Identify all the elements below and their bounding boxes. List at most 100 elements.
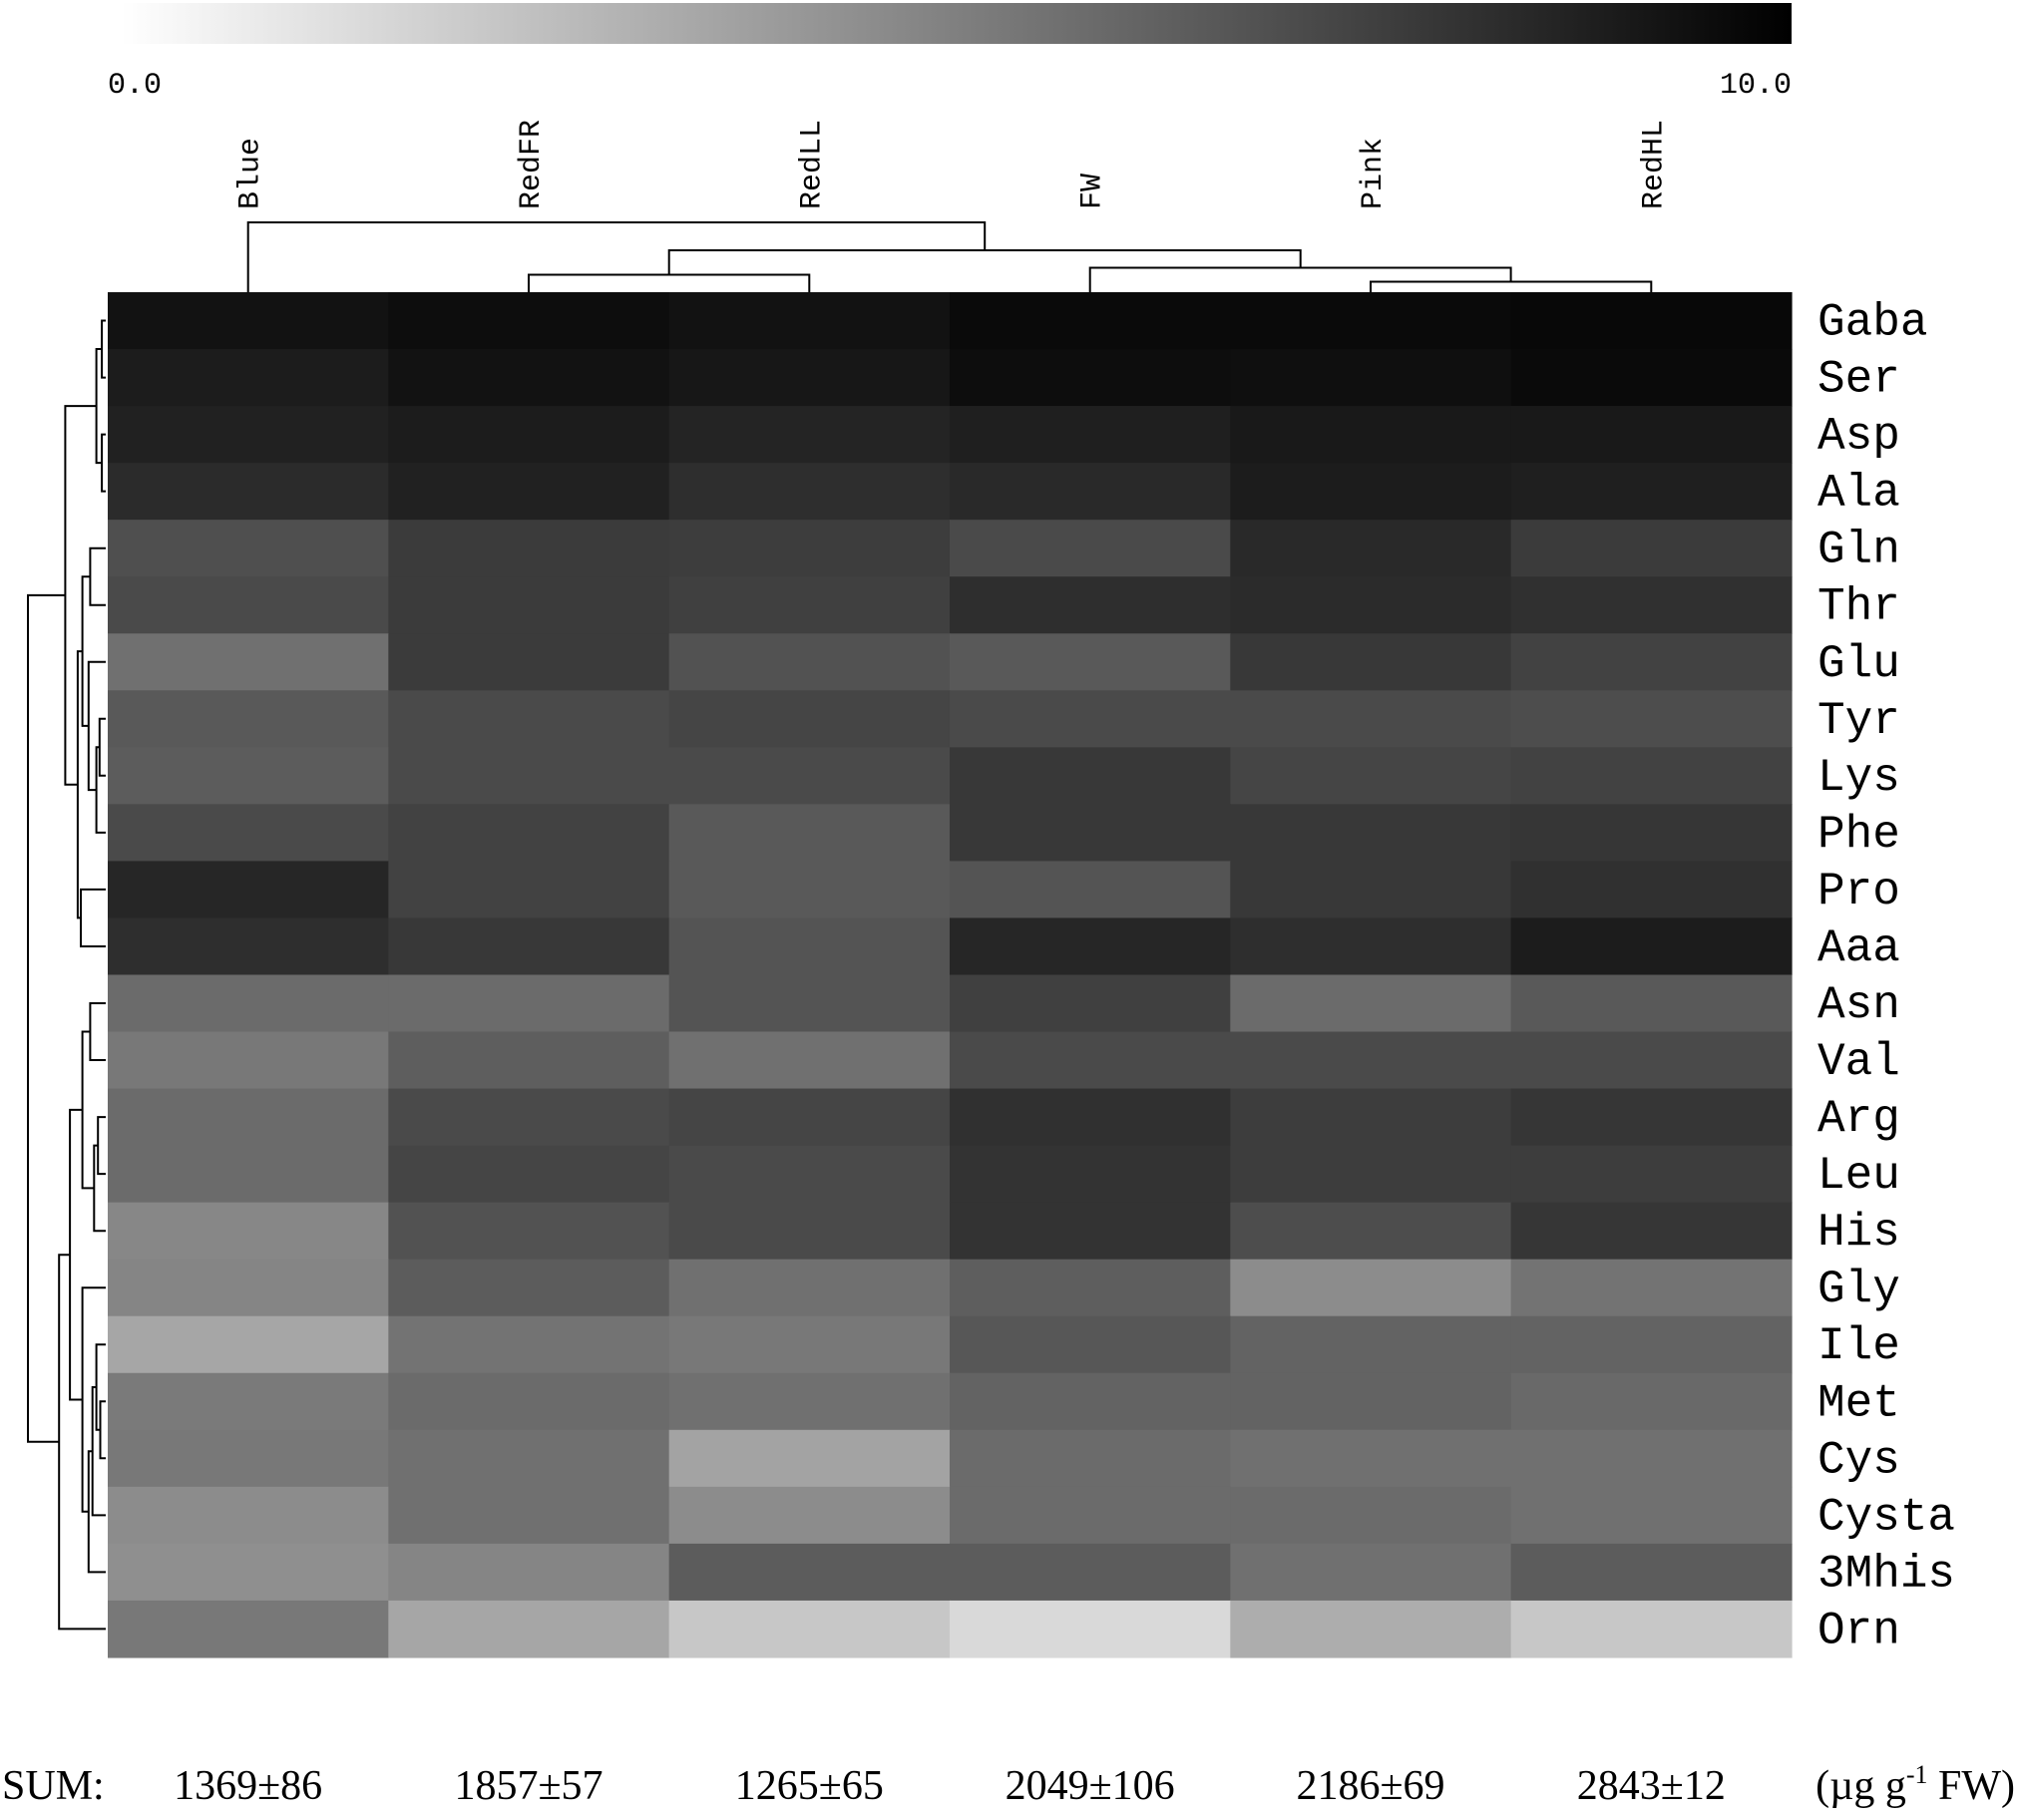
sum-value: 2186±69 <box>1296 1763 1444 1809</box>
dendrogram-link <box>101 433 106 493</box>
heatmap-cell <box>668 292 951 350</box>
dendrogram-link <box>246 221 987 292</box>
heatmap-cell <box>1510 1031 1793 1090</box>
sum-value: 2843±12 <box>1577 1763 1726 1809</box>
row-label: Thr <box>1818 581 1900 633</box>
heatmap-cells <box>108 292 1793 1658</box>
heatmap-cell <box>668 690 951 748</box>
heatmap-cell <box>1510 747 1793 805</box>
heatmap-cell <box>949 1145 1231 1204</box>
heatmap-cell <box>108 1259 389 1317</box>
heatmap-cell <box>1510 520 1793 577</box>
row-label: Gly <box>1818 1264 1900 1315</box>
heatmap-cell <box>388 406 670 464</box>
heatmap-cell <box>668 406 951 464</box>
heatmap-cell <box>108 520 389 577</box>
heatmap-cell <box>388 1315 670 1374</box>
heatmap-cell <box>949 1202 1231 1261</box>
heatmap-cell <box>1230 861 1512 919</box>
heatmap-cell <box>668 1429 951 1488</box>
heatmap-cell <box>108 633 389 691</box>
heatmap-cell <box>1230 406 1512 464</box>
heatmap-cell <box>388 1372 670 1431</box>
heatmap-cell <box>1230 1145 1512 1204</box>
row-label: Asp <box>1818 411 1900 463</box>
heatmap-cell <box>108 349 389 407</box>
row-label: His <box>1818 1207 1900 1259</box>
dendrogram-link <box>99 1400 106 1460</box>
heatmap-cell <box>949 1259 1231 1317</box>
column-labels: Blue RedFR RedLL FW Pink RedHL <box>234 120 1672 209</box>
heatmap-cell <box>108 1202 389 1261</box>
heatmap-cell <box>949 1486 1231 1545</box>
heatmap-cell <box>668 1315 951 1374</box>
heatmap-cell <box>388 1031 670 1090</box>
heatmap-cell <box>1510 576 1793 634</box>
heatmap-cell <box>388 1543 670 1602</box>
sum-value: 2049±106 <box>1006 1763 1175 1809</box>
column-label: RedLL <box>795 120 829 209</box>
heatmap-cell <box>668 1543 951 1602</box>
heatmap-cell <box>668 1088 951 1147</box>
heatmap-cell <box>949 1315 1231 1374</box>
heatmap-cell <box>108 1031 389 1090</box>
heatmap-cell <box>1230 1543 1512 1602</box>
row-label: Leu <box>1818 1150 1900 1202</box>
heatmap-cell <box>108 974 389 1033</box>
row-label: Ile <box>1818 1320 1900 1372</box>
dendrogram-link <box>64 405 97 786</box>
heatmap-cell <box>1230 690 1512 748</box>
heatmap-cell <box>1230 463 1512 521</box>
row-label: 3Mhis <box>1818 1548 1955 1600</box>
dendrogram-link <box>98 717 106 777</box>
heatmap-cell <box>388 861 670 919</box>
row-label: Val <box>1818 1036 1900 1088</box>
heatmap-cell <box>388 1600 670 1658</box>
heatmap-cell <box>1510 1145 1793 1204</box>
heatmap-cell <box>388 1145 670 1204</box>
heatmap-cell <box>388 349 670 407</box>
heatmap-cell <box>1510 292 1793 350</box>
colorbar-min-label: 0.0 <box>108 69 162 103</box>
dendrogram-link <box>528 273 811 292</box>
heatmap-cell <box>949 861 1231 919</box>
heatmap-cell <box>108 690 389 748</box>
heatmap-cell <box>388 292 670 350</box>
heatmap-cell <box>108 1088 389 1147</box>
heatmap-cell <box>388 1259 670 1317</box>
heatmap-cell <box>108 1543 389 1602</box>
heatmap-cell <box>949 520 1231 577</box>
row-label: Cysta <box>1818 1491 1955 1543</box>
heatmap-cell <box>108 406 389 464</box>
heatmap-cell <box>388 917 670 976</box>
sum-value: 1265±65 <box>735 1763 884 1809</box>
heatmap-cell <box>668 1202 951 1261</box>
heatmap-cell <box>949 1543 1231 1602</box>
heatmap-cell <box>1510 463 1793 521</box>
heatmap-cell <box>1510 917 1793 976</box>
row-label: Arg <box>1818 1093 1900 1145</box>
heatmap-cell <box>108 1372 389 1431</box>
heatmap-cell <box>1230 1315 1512 1374</box>
heatmap-cell <box>1230 917 1512 976</box>
colorbar <box>122 3 1792 44</box>
row-label: Pro <box>1818 866 1900 917</box>
heatmap-cell <box>1230 633 1512 691</box>
heatmap-cell <box>949 406 1231 464</box>
row-label: Cys <box>1818 1434 1900 1486</box>
row-dendrogram <box>27 319 106 1631</box>
heatmap-cell <box>1230 1486 1512 1545</box>
heatmap-cell <box>1510 1315 1793 1374</box>
heatmap-cell <box>1510 690 1793 748</box>
dendrogram-link <box>1088 266 1512 292</box>
heatmap-cell <box>668 520 951 577</box>
heatmap-cell <box>108 292 389 350</box>
heatmap-cell <box>668 349 951 407</box>
row-label: Gln <box>1818 525 1900 576</box>
row-label: Tyr <box>1818 695 1900 747</box>
sum-label: SUM: <box>2 1763 105 1809</box>
colorbar-max-label: 10.0 <box>1720 69 1792 103</box>
column-label: RedFR <box>515 120 549 209</box>
dendrogram-link <box>81 1286 106 1513</box>
dendrogram-link <box>667 249 1302 275</box>
